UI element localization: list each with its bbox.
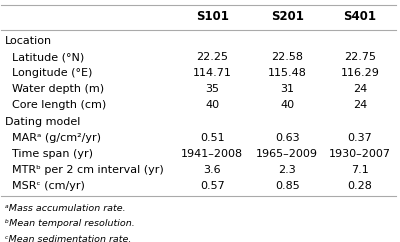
Text: 35: 35 xyxy=(205,84,219,94)
Text: 24: 24 xyxy=(353,100,367,111)
Text: 22.75: 22.75 xyxy=(344,52,376,62)
Text: 40: 40 xyxy=(205,100,219,111)
Text: MSRᶜ (cm/yr): MSRᶜ (cm/yr) xyxy=(5,181,85,191)
Text: Dating model: Dating model xyxy=(5,117,81,127)
Text: S101: S101 xyxy=(196,10,229,23)
Text: S201: S201 xyxy=(271,10,304,23)
Text: 31: 31 xyxy=(280,84,294,94)
Text: 0.28: 0.28 xyxy=(348,181,372,191)
Text: MARᵃ (g/cm²/yr): MARᵃ (g/cm²/yr) xyxy=(5,133,101,143)
Text: 22.58: 22.58 xyxy=(271,52,303,62)
Text: 3.6: 3.6 xyxy=(204,165,221,175)
Text: MTRᵇ per 2 cm interval (yr): MTRᵇ per 2 cm interval (yr) xyxy=(5,165,164,175)
Text: 40: 40 xyxy=(280,100,294,111)
Text: 115.48: 115.48 xyxy=(268,68,306,78)
Text: 0.37: 0.37 xyxy=(348,133,372,143)
Text: 2.3: 2.3 xyxy=(278,165,296,175)
Text: 1930–2007: 1930–2007 xyxy=(329,149,391,159)
Text: 1965–2009: 1965–2009 xyxy=(256,149,318,159)
Text: Core length (cm): Core length (cm) xyxy=(5,100,106,111)
Text: Location: Location xyxy=(5,36,52,46)
Text: Latitude (°N): Latitude (°N) xyxy=(5,52,84,62)
Text: 24: 24 xyxy=(353,84,367,94)
Text: Water depth (m): Water depth (m) xyxy=(5,84,104,94)
Text: Time span (yr): Time span (yr) xyxy=(5,149,93,159)
Text: 116.29: 116.29 xyxy=(341,68,380,78)
Text: ᵃMass accumulation rate.: ᵃMass accumulation rate. xyxy=(5,204,126,213)
Text: ᵇMean temporal resolution.: ᵇMean temporal resolution. xyxy=(5,219,135,228)
Text: ᶜMean sedimentation rate.: ᶜMean sedimentation rate. xyxy=(5,235,132,242)
Text: 114.71: 114.71 xyxy=(193,68,232,78)
Text: 1941–2008: 1941–2008 xyxy=(181,149,243,159)
Text: S401: S401 xyxy=(344,10,376,23)
Text: 7.1: 7.1 xyxy=(351,165,369,175)
Text: 0.51: 0.51 xyxy=(200,133,224,143)
Text: Longitude (°E): Longitude (°E) xyxy=(5,68,93,78)
Text: 0.85: 0.85 xyxy=(275,181,300,191)
Text: 0.63: 0.63 xyxy=(275,133,300,143)
Text: 22.25: 22.25 xyxy=(196,52,228,62)
Text: 0.57: 0.57 xyxy=(200,181,225,191)
